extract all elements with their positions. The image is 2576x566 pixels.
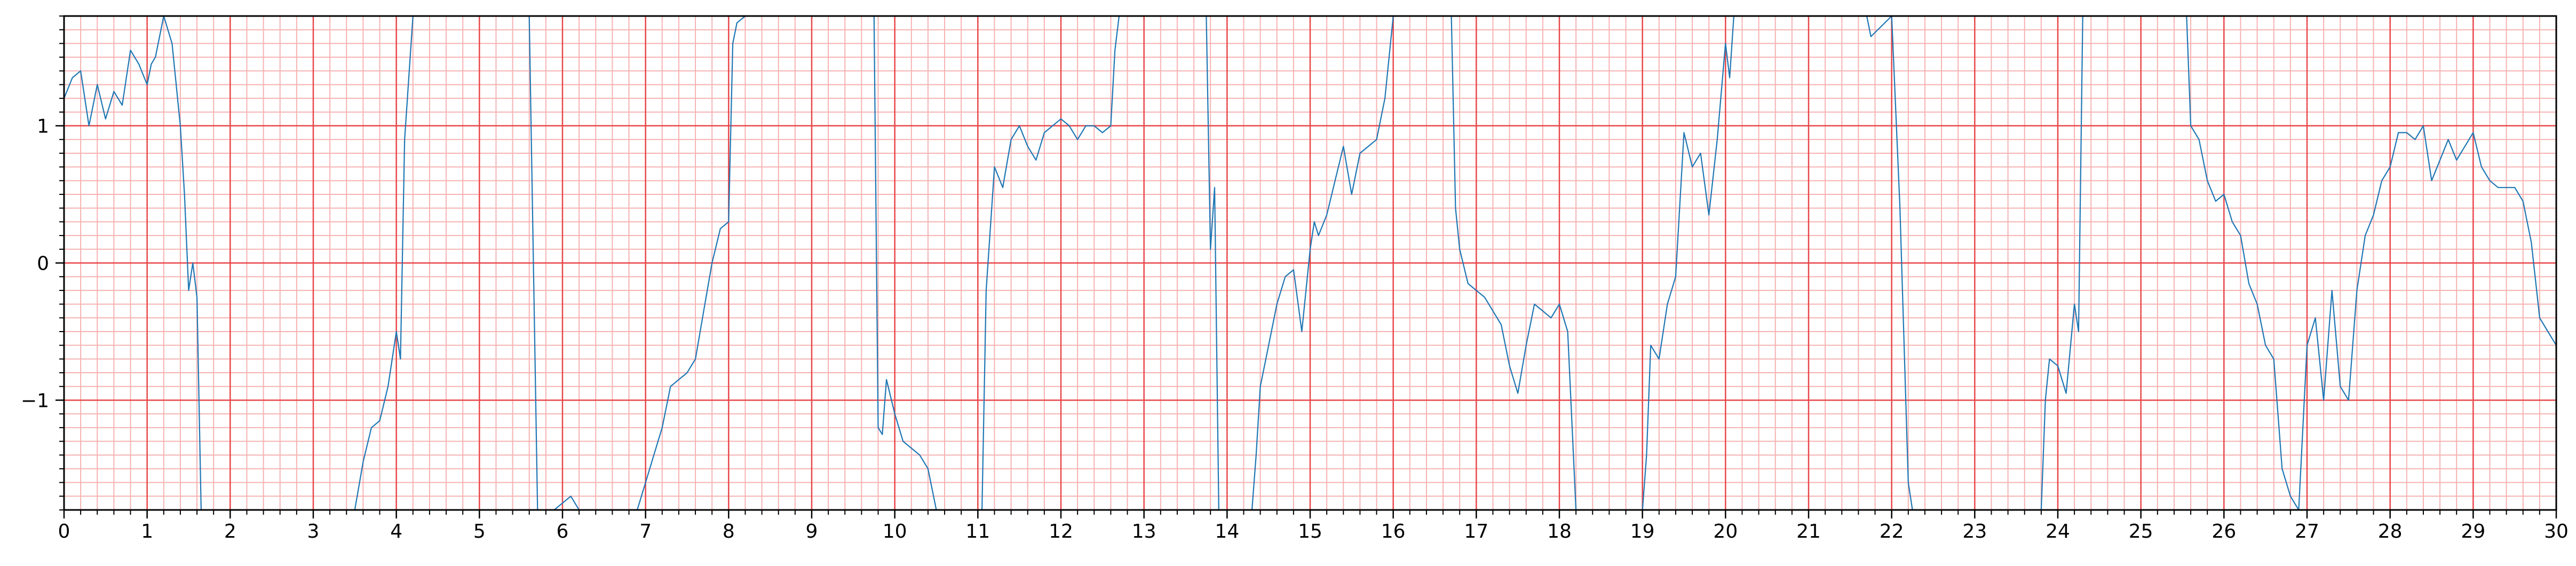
x-tick-label: 3 xyxy=(307,521,320,543)
x-tick-label: 19 xyxy=(1630,521,1655,543)
x-tick-label: 27 xyxy=(2295,521,2319,543)
series-layer xyxy=(64,16,2556,510)
x-tick-label: 7 xyxy=(639,521,652,543)
x-tick-label: 9 xyxy=(806,521,818,543)
x-tick-label: 13 xyxy=(1132,521,1156,543)
x-tick-label: 4 xyxy=(390,521,402,543)
x-tick-label: 12 xyxy=(1049,521,1073,543)
x-tick-label: 11 xyxy=(965,521,990,543)
x-tick-label: 28 xyxy=(2378,521,2403,543)
series-line-0 xyxy=(64,16,2556,510)
x-tick-label: 25 xyxy=(2129,521,2153,543)
x-tick-label: 5 xyxy=(473,521,486,543)
x-tick-label: 10 xyxy=(883,521,907,543)
x-axis: 0 1 2 3 4 5 6 7 8 9 10 11 12 13 14 15 16 17 18 19 20 21 22 23 24… xyxy=(58,510,2569,543)
y-tick-label: 0 xyxy=(37,253,49,275)
x-tick-label: 26 xyxy=(2212,521,2236,543)
x-tick-label: 21 xyxy=(1796,521,1821,543)
x-tick-label: 16 xyxy=(1381,521,1406,543)
x-tick-label: 17 xyxy=(1464,521,1488,543)
x-tick-label: 18 xyxy=(1547,521,1572,543)
x-tick-label: 24 xyxy=(2046,521,2070,543)
x-tick-label: 2 xyxy=(224,521,236,543)
x-tick-label: 15 xyxy=(1298,521,1322,543)
x-tick-label: 22 xyxy=(1880,521,1904,543)
x-tick-label: 1 xyxy=(141,521,153,543)
x-tick-label: 29 xyxy=(2461,521,2485,543)
x-tick-label: 23 xyxy=(1962,521,1987,543)
x-tick-label: 8 xyxy=(723,521,735,543)
y-axis: −1 0 1 xyxy=(21,15,64,510)
x-tick-label: 14 xyxy=(1215,521,1239,543)
y-tick-label: −1 xyxy=(21,390,49,412)
y-tick-label: 1 xyxy=(37,116,49,138)
major-grid xyxy=(63,16,2557,510)
x-tick-label: 6 xyxy=(557,521,569,543)
x-tick-label: 0 xyxy=(58,521,70,543)
x-tick-label: 20 xyxy=(1713,521,1738,543)
x-tick-label: 30 xyxy=(2544,521,2569,543)
